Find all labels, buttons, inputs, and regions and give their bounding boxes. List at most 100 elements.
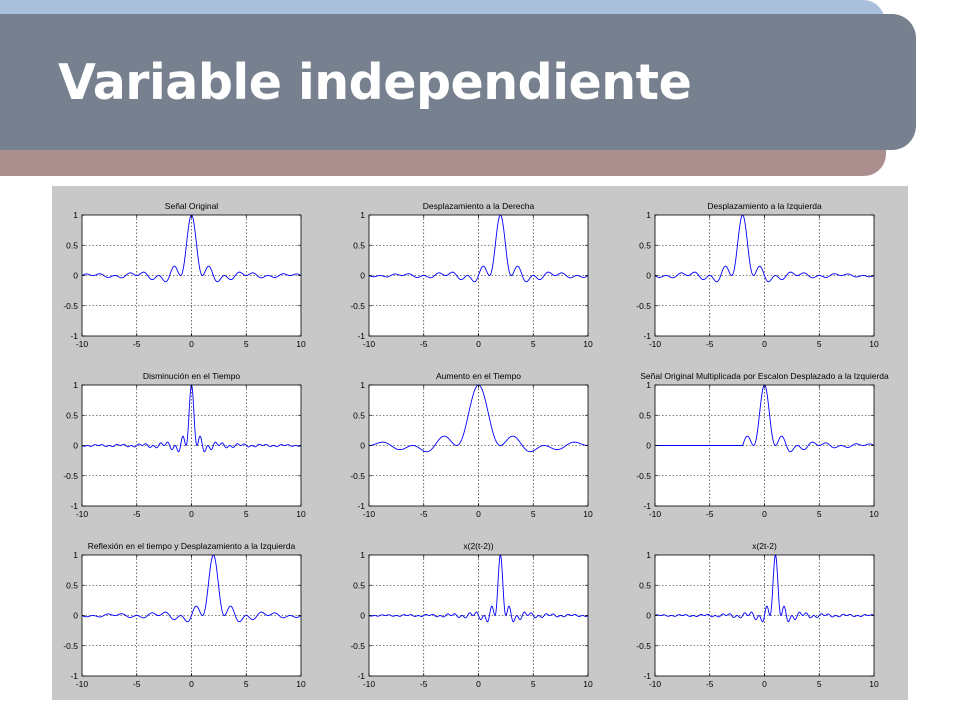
subplot-title: Aumento en el Tiempo [436, 371, 521, 381]
x-tick-label: 0 [476, 679, 481, 689]
y-tick-label: 0 [73, 441, 78, 451]
y-tick-label: -1 [70, 501, 78, 511]
x-tick-label: 10 [296, 509, 306, 519]
subplot-1: -10 -5 0 5 10 -1 -0.5 0 0.5 1 Señal Original [63, 201, 306, 349]
y-tick-label: 1 [646, 380, 651, 390]
y-tick-label: 0 [646, 441, 651, 451]
y-tick-label: 0 [360, 271, 365, 281]
x-tick-label: -10 [649, 509, 662, 519]
y-tick-label: 0.5 [639, 240, 651, 250]
y-tick-label: 0 [646, 611, 651, 621]
y-tick-label: -1 [357, 501, 365, 511]
series-line [368, 214, 589, 283]
x-tick-label: -10 [363, 339, 376, 349]
x-tick-label: 0 [762, 339, 767, 349]
x-tick-label: -10 [76, 339, 89, 349]
x-tick-label: -5 [420, 339, 428, 349]
subplot-title: Señal Original Multiplicada por Escalon … [640, 371, 889, 381]
x-tick-label: -10 [649, 679, 662, 689]
y-tick-label: -0.5 [63, 641, 78, 651]
y-tick-label: 0.5 [353, 580, 365, 590]
x-tick-label: -10 [363, 509, 376, 519]
y-tick-label: -0.5 [350, 471, 365, 481]
x-tick-label: -10 [76, 509, 89, 519]
x-tick-label: 5 [817, 339, 822, 349]
series-line [654, 554, 875, 623]
x-tick-label: 10 [869, 679, 879, 689]
slide-title: Variable independiente [58, 54, 692, 111]
x-tick-label: -10 [649, 339, 662, 349]
figure-panel: -10 -5 0 5 10 -1 -0.5 0 0.5 1 Señal Original -10 -5 0… [52, 186, 908, 700]
x-tick-label: 0 [476, 509, 481, 519]
title-bar [0, 14, 916, 150]
subplot-5: -10 -5 0 5 10 -1 -0.5 0 0.5 1 Aumento en el Tiempo [350, 371, 593, 519]
x-tick-label: -10 [363, 679, 376, 689]
y-tick-label: 0.5 [353, 410, 365, 420]
x-tick-label: 10 [869, 509, 879, 519]
x-tick-label: 0 [189, 339, 194, 349]
x-tick-label: 5 [531, 679, 536, 689]
y-tick-label: 1 [360, 550, 365, 560]
x-tick-label: -5 [420, 509, 428, 519]
x-tick-label: -5 [706, 339, 714, 349]
series-line [368, 554, 589, 623]
series-line [654, 214, 875, 283]
x-tick-label: 10 [296, 339, 306, 349]
x-tick-label: 5 [531, 509, 536, 519]
x-tick-label: -5 [133, 679, 141, 689]
subplot-title: x(2(t-2)) [463, 541, 493, 551]
y-tick-label: -1 [70, 331, 78, 341]
y-tick-label: 0 [73, 611, 78, 621]
y-tick-label: 0 [646, 271, 651, 281]
y-tick-label: 0 [360, 441, 365, 451]
x-tick-label: 5 [817, 509, 822, 519]
subplot-8: -10 -5 0 5 10 -1 -0.5 0 0.5 1 x(2(t-2)) [350, 541, 593, 689]
x-tick-label: 10 [583, 339, 593, 349]
y-tick-label: -1 [357, 331, 365, 341]
x-tick-label: -5 [706, 679, 714, 689]
x-tick-label: 0 [762, 679, 767, 689]
y-tick-label: 1 [360, 380, 365, 390]
x-tick-label: 0 [189, 679, 194, 689]
y-tick-label: 0.5 [353, 240, 365, 250]
y-tick-label: -1 [643, 501, 651, 511]
x-tick-label: 5 [244, 509, 249, 519]
y-tick-label: -1 [357, 671, 365, 681]
y-tick-label: 0 [360, 611, 365, 621]
y-tick-label: -0.5 [350, 301, 365, 311]
subplot-title: x(2t-2) [752, 541, 777, 551]
y-tick-label: 0.5 [66, 240, 78, 250]
y-tick-label: 0.5 [66, 580, 78, 590]
y-tick-label: -0.5 [63, 471, 78, 481]
x-tick-label: 0 [476, 339, 481, 349]
x-tick-label: -5 [706, 509, 714, 519]
y-tick-label: 1 [73, 550, 78, 560]
y-tick-label: -1 [643, 671, 651, 681]
x-tick-label: 0 [762, 509, 767, 519]
x-tick-label: 10 [583, 509, 593, 519]
y-tick-label: 0 [73, 271, 78, 281]
y-tick-label: 0.5 [639, 580, 651, 590]
x-tick-label: -5 [133, 509, 141, 519]
x-tick-label: 5 [244, 339, 249, 349]
x-tick-label: 10 [296, 679, 306, 689]
y-tick-label: 0.5 [639, 410, 651, 420]
y-tick-label: 1 [73, 210, 78, 220]
x-tick-label: 5 [817, 679, 822, 689]
x-tick-label: -10 [76, 679, 89, 689]
y-tick-label: 0.5 [66, 410, 78, 420]
y-tick-label: 1 [360, 210, 365, 220]
subplot-9: -10 -5 0 5 10 -1 -0.5 0 0.5 1 x(2t-2) [636, 541, 879, 689]
y-tick-label: -0.5 [636, 641, 651, 651]
subplot-title: Reflexión en el tiempo y Desplazamiento … [88, 541, 296, 551]
subplot-title: Desplazamiento a la Izquierda [707, 201, 822, 211]
x-tick-label: 10 [583, 679, 593, 689]
series-line [81, 554, 302, 623]
subplot-title: Disminución en el Tiempo [143, 371, 241, 381]
y-tick-label: 1 [646, 210, 651, 220]
x-tick-label: -5 [420, 679, 428, 689]
subplot-4: -10 -5 0 5 10 -1 -0.5 0 0.5 1 Disminución en el Ti… [63, 371, 306, 519]
x-tick-label: 0 [189, 509, 194, 519]
subplot-2: -10 -5 0 5 10 -1 -0.5 0 0.5 1 Desplazamiento a la … [350, 201, 593, 349]
